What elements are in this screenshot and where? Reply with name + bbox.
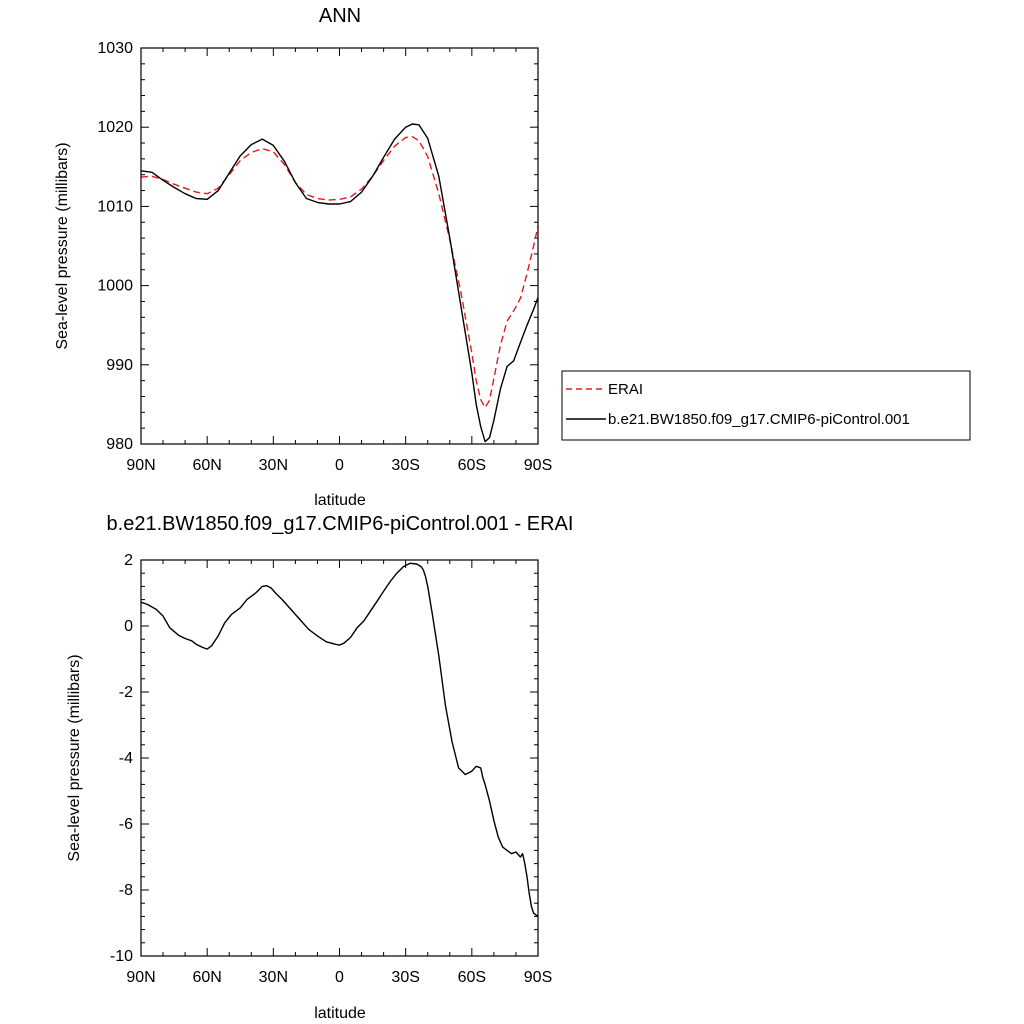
x-tick-label: 0 [335, 457, 344, 474]
x-tick-label: 30S [391, 969, 419, 986]
x-tick-label: 0 [335, 969, 344, 986]
y-tick-label: 1020 [97, 119, 133, 136]
y-tick-label: 1000 [97, 278, 133, 295]
x-tick-label: 60N [192, 457, 221, 474]
panel-ann: ANN 980 990 1000 1010 1020 1030 90N 60N 30N 0 30S… [54, 5, 552, 509]
y-tick-label: 2 [124, 552, 133, 569]
legend: ERAI b.e21.BW1850.f09_g17.CMIP6-piContro… [561, 370, 971, 441]
x-tick-label: 30S [391, 457, 419, 474]
data-lines [140, 123, 539, 443]
x-tick-label: 60S [458, 457, 486, 474]
y-axis-label: Sea-level pressure (millibars) [66, 654, 83, 861]
x-tick-label: 90N [126, 969, 155, 986]
y-tick-label: -4 [119, 750, 133, 767]
series-line-erai [140, 135, 539, 409]
x-tick-labels: 90N 60N 30N 0 30S 60S 90S [126, 969, 552, 986]
x-tick-labels: 90N 60N 30N 0 30S 60S 90S [126, 457, 552, 474]
axis-ticks [140, 47, 539, 445]
y-tick-label: 990 [106, 357, 133, 374]
y-tick-label: 1010 [97, 198, 133, 215]
y-tick-label: 980 [106, 436, 133, 453]
plot-frame [140, 47, 539, 445]
y-tick-label: -10 [110, 948, 133, 965]
x-tick-label: 90S [524, 457, 552, 474]
x-axis-label: latitude [314, 1005, 366, 1022]
x-tick-label: 60S [458, 969, 486, 986]
plot-frame [140, 559, 539, 957]
chart-title: ANN [319, 5, 361, 27]
y-tick-label: -6 [119, 816, 133, 833]
chart-title: b.e21.BW1850.f09_g17.CMIP6-piControl.001… [107, 513, 574, 535]
y-tick-labels: 980 990 1000 1010 1020 1030 [97, 40, 133, 453]
y-tick-label: -2 [119, 684, 133, 701]
y-tick-label: 0 [124, 618, 133, 635]
x-tick-label: 90S [524, 969, 552, 986]
axis-ticks [140, 559, 539, 957]
x-tick-label: 30N [259, 457, 288, 474]
series-line-b-e21-bw1850-f09-g17-cmip6-picontrol-001 [140, 123, 539, 443]
legend-label-model: b.e21.BW1850.f09_g17.CMIP6-piControl.001 [608, 411, 910, 428]
panel-difference: b.e21.BW1850.f09_g17.CMIP6-piControl.001… [66, 513, 573, 1022]
x-tick-label: 30N [259, 969, 288, 986]
series-line-series-0 [140, 562, 539, 917]
x-tick-label: 90N [126, 457, 155, 474]
legend-box [561, 370, 971, 441]
x-tick-label: 60N [192, 969, 221, 986]
y-tick-label: 1030 [97, 40, 133, 57]
y-axis-label: Sea-level pressure (millibars) [54, 142, 71, 349]
x-axis-label: latitude [314, 492, 366, 509]
data-lines [140, 562, 539, 917]
y-tick-labels: -10 -8 -6 -4 -2 0 2 [110, 552, 133, 965]
legend-label-erai: ERAI [608, 381, 643, 398]
y-tick-label: -8 [119, 882, 133, 899]
